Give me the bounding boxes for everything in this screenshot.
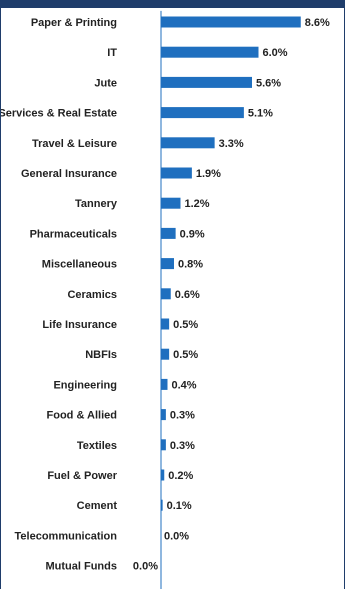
data-label: 0.2%	[168, 470, 193, 482]
bar	[161, 197, 181, 209]
data-label: 0.9%	[180, 228, 205, 240]
data-label: 8.6%	[305, 17, 330, 29]
category-label: Engineering	[53, 379, 117, 391]
category-label: Tannery	[75, 198, 118, 210]
data-label: 1.2%	[185, 198, 210, 210]
data-label: 0.8%	[178, 259, 203, 271]
bar	[161, 348, 170, 360]
bar	[161, 76, 252, 88]
category-label: Life Insurance	[42, 319, 117, 331]
bar	[161, 439, 166, 451]
category-label: Travel & Leisure	[32, 138, 117, 150]
category-label: Jute	[94, 77, 117, 89]
bar	[161, 137, 215, 149]
data-label: 0.3%	[170, 410, 195, 422]
data-label: 6.0%	[263, 47, 288, 59]
category-label: Mutual Funds	[46, 561, 118, 573]
category-label: Pharmaceuticals	[30, 228, 117, 240]
data-label: 0.0%	[164, 530, 189, 542]
category-label: Fuel & Power	[47, 470, 117, 482]
bar	[161, 16, 301, 28]
bar	[161, 227, 176, 239]
data-label: 0.5%	[173, 319, 198, 331]
category-label: IT	[107, 47, 117, 59]
data-label: 0.6%	[175, 289, 200, 301]
category-label: Textiles	[77, 440, 117, 452]
bar	[161, 469, 165, 481]
category-label: Miscellaneous	[42, 259, 117, 271]
category-label: Cement	[77, 500, 118, 512]
bar	[161, 318, 170, 330]
bar	[161, 499, 163, 511]
bar	[161, 107, 244, 119]
bar	[161, 409, 166, 421]
bar	[161, 258, 174, 270]
bar	[161, 378, 168, 390]
category-label: Food & Allied	[47, 410, 117, 422]
data-label: 5.6%	[256, 77, 281, 89]
data-label: 0.5%	[173, 349, 198, 361]
category-label: Services & Real Estate	[1, 108, 117, 120]
chart-header-bar	[1, 0, 345, 8]
data-label: 0.4%	[172, 379, 197, 391]
data-label: 5.1%	[248, 108, 273, 120]
data-label: 3.3%	[219, 138, 244, 150]
bar	[161, 167, 192, 179]
bar	[161, 288, 171, 300]
bar	[161, 46, 259, 58]
data-label: 0.0%	[133, 561, 158, 573]
data-label: 0.1%	[167, 500, 192, 512]
category-label: Paper & Printing	[31, 17, 117, 29]
data-label: 1.9%	[196, 168, 221, 180]
category-label: General Insurance	[21, 168, 117, 180]
category-label: Ceramics	[67, 289, 117, 301]
data-label: 0.3%	[170, 440, 195, 452]
category-label: Telecommunication	[15, 530, 118, 542]
category-label: NBFIs	[85, 349, 117, 361]
